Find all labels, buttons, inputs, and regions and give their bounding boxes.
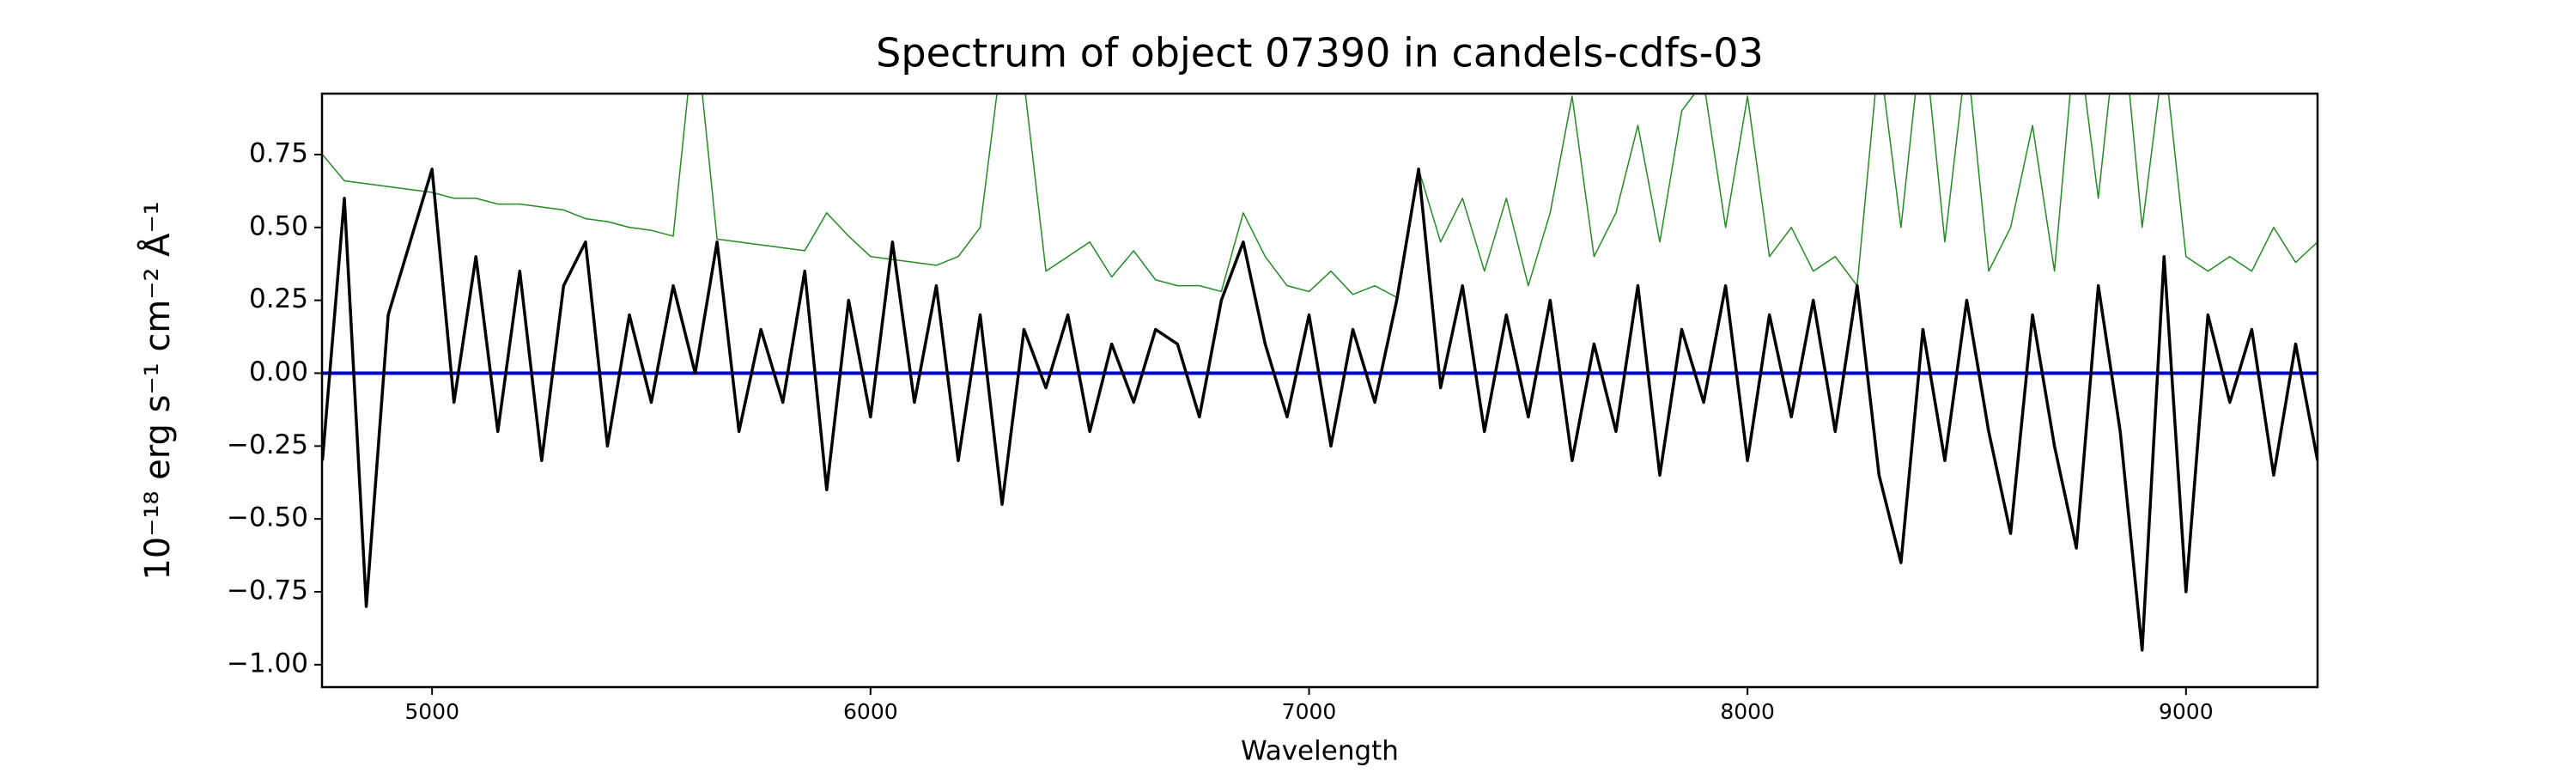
y-tick-label: 0.00	[249, 356, 308, 387]
y-tick-label: −0.75	[227, 575, 308, 606]
spectrum-line	[322, 94, 2318, 298]
y-tick-label: 0.25	[249, 283, 308, 314]
y-tick-label: −1.00	[227, 648, 308, 679]
x-tick-label: 7000	[1282, 699, 1337, 724]
x-tick-label: 8000	[1720, 699, 1775, 724]
y-tick-label: 0.50	[249, 210, 308, 241]
plot-area	[322, 94, 2318, 652]
x-tick-label: 5000	[404, 699, 459, 724]
y-tick-label: −0.50	[227, 502, 308, 533]
y-tick-label: 0.75	[249, 137, 308, 168]
spectrum-line	[322, 167, 2318, 652]
y-tick-label: −0.25	[227, 429, 308, 460]
plot-frame	[320, 92, 2319, 689]
chart-title: Spectrum of object 07390 in candels-cdfs…	[876, 30, 1764, 76]
x-tick-label: 6000	[843, 699, 898, 724]
y-axis-label: 10⁻¹⁸ erg s⁻¹ cm⁻² Å⁻¹	[137, 201, 178, 580]
x-tick-label: 9000	[2159, 699, 2214, 724]
x-axis-label: Wavelength	[1241, 736, 1399, 767]
